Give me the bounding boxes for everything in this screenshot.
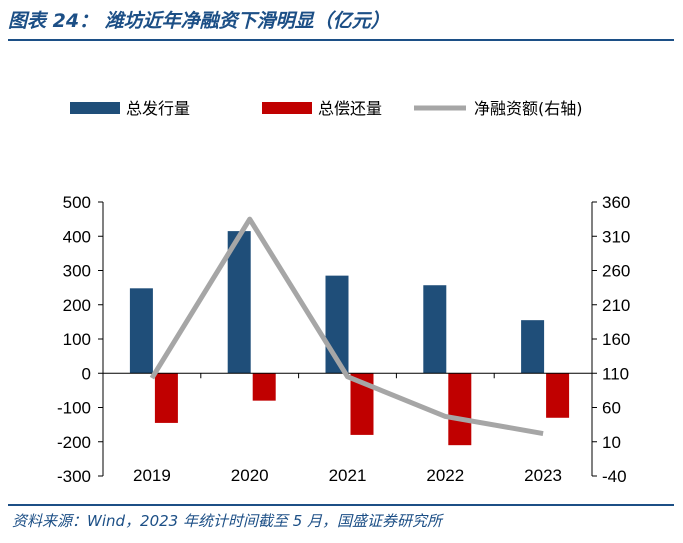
left-tick-label: 300 bbox=[63, 262, 91, 281]
right-tick-label: 10 bbox=[602, 433, 621, 452]
right-tick-label: 210 bbox=[602, 296, 630, 315]
left-tick-label: 500 bbox=[63, 193, 91, 212]
left-tick-label: 200 bbox=[63, 296, 91, 315]
legend: 总发行量 总偿还量 净融资额(右轴) bbox=[70, 99, 583, 118]
chart-title: 图表 24： 潍坊近年净融资下滑明显（亿元） bbox=[8, 10, 390, 32]
category-label-2019: 2019 bbox=[133, 466, 171, 485]
legend-swatch-0 bbox=[70, 102, 120, 114]
legend-label-1: 总偿还量 bbox=[318, 99, 382, 118]
title-divider bbox=[8, 39, 674, 41]
right-tick-label: 110 bbox=[602, 364, 629, 383]
left-tick-label: 0 bbox=[82, 364, 91, 383]
left-tick-label: -300 bbox=[57, 467, 91, 486]
legend-label-2: 净融资额(右轴) bbox=[474, 99, 583, 118]
source-note: 资料来源：Wind，2023 年统计时间截至 5 月，国盛证券研究所 bbox=[12, 512, 443, 530]
category-label-2021: 2021 bbox=[329, 466, 367, 485]
bar-issuance-2020 bbox=[227, 231, 251, 374]
left-tick-label: -100 bbox=[57, 399, 91, 418]
footer-divider bbox=[8, 504, 674, 506]
bar-repayment-2019 bbox=[154, 373, 178, 423]
bar-issuance-2019 bbox=[129, 288, 153, 374]
bar-repayment-2020 bbox=[252, 373, 276, 401]
left-tick-label: 100 bbox=[63, 330, 91, 349]
right-tick-label: -40 bbox=[602, 467, 627, 486]
legend-label-0: 总发行量 bbox=[126, 99, 190, 118]
bar-repayment-2023 bbox=[546, 373, 570, 418]
right-tick-label: 160 bbox=[602, 330, 630, 349]
category-label-2023: 2023 bbox=[524, 466, 562, 485]
category-label-2022: 2022 bbox=[426, 466, 464, 485]
left-tick-label: -200 bbox=[57, 433, 91, 452]
bar-issuance-2022 bbox=[423, 285, 447, 374]
bar-repayment-2022 bbox=[448, 373, 472, 446]
legend-swatch-1 bbox=[262, 102, 312, 114]
right-tick-label: 310 bbox=[602, 227, 630, 246]
bars-layer bbox=[129, 231, 570, 446]
bar-repayment-2021 bbox=[350, 373, 374, 435]
right-tick-label: 360 bbox=[602, 193, 630, 212]
left-tick-label: 400 bbox=[63, 227, 91, 246]
line-layer bbox=[149, 216, 544, 436]
right-tick-label: 260 bbox=[602, 262, 630, 281]
right-tick-label: 60 bbox=[602, 399, 621, 418]
category-label-2020: 2020 bbox=[231, 466, 269, 485]
axes-layer: 500 400 300 200 100 0 -100 -200 -300 360 310 260 210… bbox=[57, 193, 630, 486]
bar-issuance-2023 bbox=[521, 320, 545, 374]
